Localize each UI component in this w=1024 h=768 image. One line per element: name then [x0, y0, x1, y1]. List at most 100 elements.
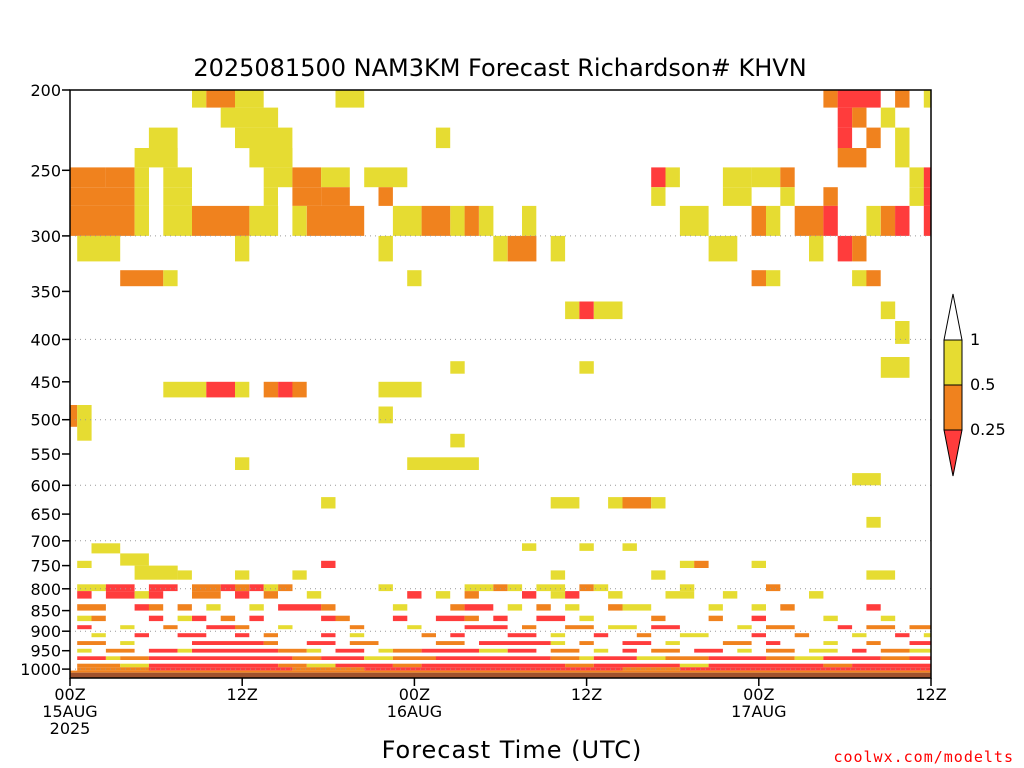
heatmap-cell — [306, 641, 336, 645]
heatmap-cell — [278, 625, 293, 630]
heatmap-cell — [766, 648, 795, 653]
heatmap-cell — [837, 107, 853, 128]
heatmap-cell — [866, 604, 881, 611]
heatmap-cell — [435, 591, 451, 599]
heatmap-cell — [306, 648, 322, 653]
heatmap-cell — [593, 633, 609, 638]
heatmap-cell — [823, 90, 838, 108]
heatmap-cell — [321, 615, 336, 622]
heatmap-cell — [235, 90, 264, 108]
heatmap-cell — [909, 656, 931, 660]
heatmap-cell — [651, 187, 666, 206]
heatmap-cell — [665, 656, 709, 660]
heatmap-cell — [263, 633, 278, 638]
x-axis-label: Forecast Time (UTC) — [382, 736, 643, 764]
heatmap-cell — [823, 187, 838, 206]
heatmap-cell — [321, 187, 350, 206]
heatmap-cell — [148, 656, 293, 660]
heatmap-cell — [923, 205, 931, 236]
heatmap-cell — [708, 604, 723, 611]
heatmap-cell — [464, 205, 479, 236]
heatmap-cell — [249, 615, 264, 622]
heatmap-cell — [407, 591, 422, 599]
heatmap-cell — [435, 615, 465, 622]
y-tick-label: 700 — [30, 532, 61, 551]
heatmap-cell — [880, 205, 896, 236]
y-tick-label: 950 — [30, 642, 61, 661]
heatmap-cell — [220, 615, 236, 622]
heatmap-cell — [278, 648, 307, 653]
heatmap-cell — [823, 615, 838, 622]
heatmap-cell — [565, 625, 594, 630]
heatmap-cell — [464, 604, 494, 611]
heatmap-cell — [306, 205, 365, 236]
heatmap-cell — [679, 205, 709, 236]
heatmap-cell — [105, 648, 135, 653]
heatmap-cell — [923, 90, 931, 108]
heatmap-cell — [70, 405, 78, 427]
heatmap-cell — [70, 205, 135, 236]
heatmap-cell — [923, 633, 931, 638]
heatmap-cell — [392, 615, 408, 622]
heatmap-cell — [651, 570, 666, 580]
heatmap-cell — [163, 381, 207, 398]
y-tick-label: 250 — [30, 161, 61, 180]
heatmap-cell — [823, 656, 881, 660]
heatmap-cell — [407, 270, 422, 287]
heatmap-cell — [464, 591, 479, 599]
heatmap-cell — [909, 625, 931, 630]
heatmap-cell — [636, 633, 652, 638]
heatmap-cell — [77, 591, 92, 599]
heatmap-cell — [909, 641, 931, 645]
heatmap-cell — [70, 670, 931, 673]
y-tick-label: 450 — [30, 373, 61, 392]
heatmap-cell — [780, 187, 795, 206]
heatmap-cell — [249, 205, 279, 236]
heatmap-cell — [148, 591, 164, 599]
heatmap-cell — [550, 641, 566, 645]
heatmap-cell — [866, 270, 881, 287]
heatmap-cell — [263, 641, 278, 645]
heatmap-cell — [565, 591, 580, 599]
heatmap-cell — [378, 187, 393, 206]
x-tick-label: 12Z — [227, 685, 258, 704]
heatmap-cell — [550, 656, 580, 660]
heatmap-cell — [823, 663, 853, 668]
y-tick-label: 1000 — [20, 660, 61, 679]
heatmap-cell — [435, 641, 465, 645]
heatmap-cell — [278, 381, 293, 398]
legend-label: 1 — [970, 330, 980, 349]
heatmap-cell — [823, 205, 838, 236]
heatmap-cell — [435, 656, 551, 660]
heatmap-cell — [77, 235, 121, 262]
heatmap-cell — [263, 584, 278, 592]
heatmap-cell — [249, 148, 293, 168]
heatmap-cell — [235, 570, 250, 580]
heatmap-cell — [148, 127, 178, 149]
pressure-grid-lines — [70, 235, 931, 670]
heatmap-cell — [321, 656, 365, 660]
heatmap-cell — [622, 667, 680, 671]
heatmap-cell — [550, 497, 580, 509]
heatmap-cell — [263, 591, 278, 599]
heatmap-cell — [421, 633, 436, 638]
heatmap-cell — [70, 187, 135, 206]
heatmap-cell — [321, 167, 350, 188]
heatmap-cell — [292, 167, 322, 188]
heatmap-cell — [349, 625, 365, 630]
heatmap-cell — [148, 615, 164, 622]
heatmap-cell — [507, 648, 537, 653]
x-tick-label: 00Z — [399, 685, 430, 704]
heatmap-cell — [880, 301, 896, 320]
heatmap-cell — [522, 543, 537, 551]
heatmap-cell — [522, 591, 537, 599]
heatmap-cell — [134, 591, 149, 599]
heatmap-cell — [91, 543, 121, 554]
heatmap-cell — [407, 625, 422, 630]
heatmap-cell — [177, 633, 207, 638]
heatmap-cell — [148, 648, 178, 653]
heatmap-cell — [306, 663, 336, 668]
heatmap-cell — [722, 167, 752, 188]
heatmap-cell — [565, 663, 594, 668]
